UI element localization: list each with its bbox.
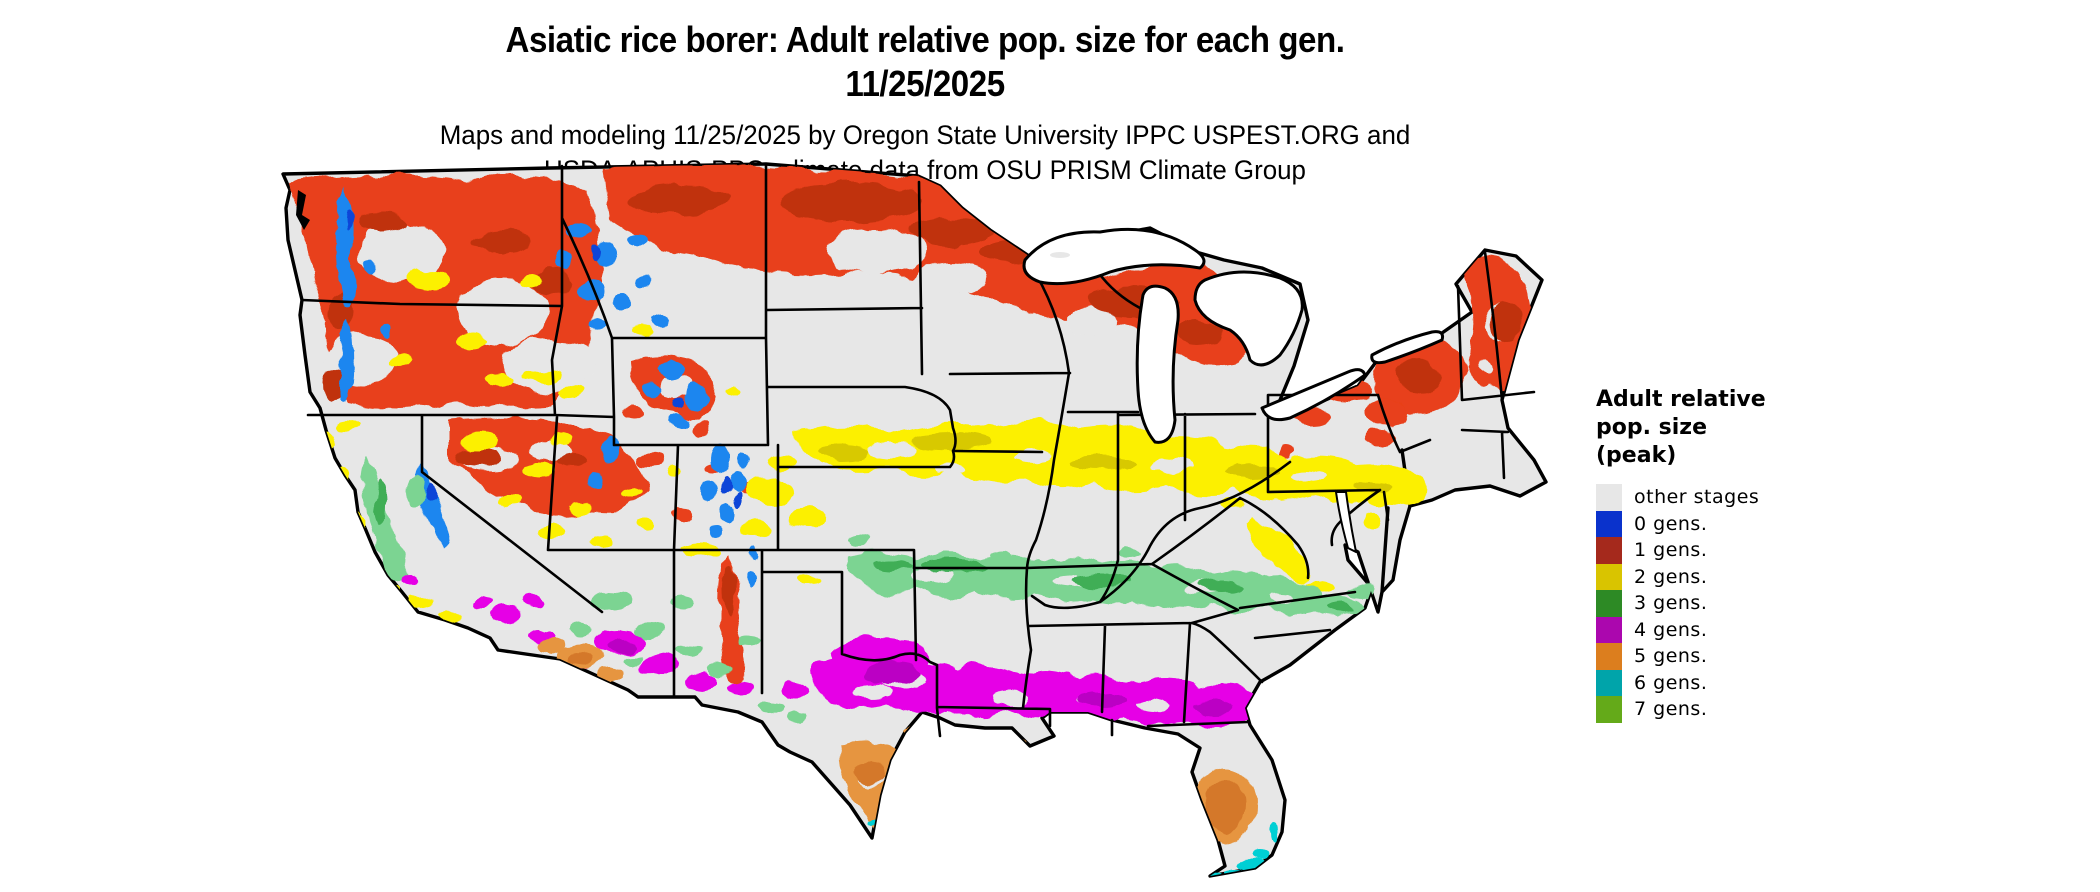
legend-row-1-gens: 1 gens.	[1596, 537, 1836, 564]
map-layer-1-gens-shading	[323, 182, 1522, 615]
generation-raster-layers	[290, 165, 1533, 876]
great-lakes	[1022, 227, 1444, 553]
legend-row-5-gens: 5 gens.	[1596, 643, 1836, 670]
legend-label-5-gens: 5 gens.	[1634, 645, 1708, 668]
legend-swatch-6-gens	[1596, 669, 1622, 696]
legend-row-other-stages: other stages	[1596, 484, 1836, 511]
legend-row-7-gens: 7 gens.	[1596, 696, 1836, 723]
title-date: 11/25/2025	[845, 63, 1005, 104]
legend-swatch-0-gens	[1596, 510, 1622, 537]
map-layer-5-gens-shading	[571, 653, 1244, 834]
legend-swatch-5-gens	[1596, 643, 1622, 670]
legend-label-3-gens: 3 gens.	[1634, 592, 1708, 615]
lake-michigan	[1135, 284, 1180, 444]
legend-swatch-4-gens	[1596, 616, 1622, 643]
state-borders	[300, 162, 1536, 738]
map-holes-yellow	[866, 442, 1324, 484]
isle-royale	[1050, 252, 1070, 258]
page-title: Asiatic rice borer: Adult relative pop. …	[505, 19, 1345, 60]
legend-row-0-gens: 0 gens.	[1596, 510, 1836, 537]
map-legend: Adult relative pop. size (peak) other st…	[1596, 386, 1836, 723]
chesapeake-bay	[1335, 491, 1357, 553]
legend-label-0-gens: 0 gens.	[1634, 512, 1708, 535]
legend-swatch-2-gens	[1596, 563, 1622, 590]
legend-title-line-3: (peak)	[1596, 443, 1677, 468]
lake-superior	[1022, 227, 1206, 286]
map-holes-orange	[858, 766, 1230, 822]
legend-swatch-7-gens	[1596, 696, 1622, 723]
us-map	[281, 162, 1548, 878]
legend-label-2-gens: 2 gens.	[1634, 565, 1708, 588]
lake-ontario	[1370, 330, 1444, 365]
legend-row-2-gens: 2 gens.	[1596, 563, 1836, 590]
map-layer-0-gens-shading	[344, 212, 742, 507]
legend-row-4-gens: 4 gens.	[1596, 616, 1836, 643]
legend-label-6-gens: 6 gens.	[1634, 671, 1708, 694]
map-container	[250, 160, 1550, 890]
legend-title-line-1: Adult relative	[1596, 387, 1766, 412]
legend-swatch-other-stages	[1596, 484, 1622, 511]
subtitle-line-1: Maps and modeling 11/25/2025 by Oregon S…	[439, 120, 1411, 150]
puget-sound	[296, 190, 310, 230]
legend-row-6-gens: 6 gens.	[1596, 669, 1836, 696]
legend-label-7-gens: 7 gens.	[1634, 698, 1708, 721]
legend-label-4-gens: 4 gens.	[1634, 618, 1708, 641]
legend-label-1-gens: 1 gens.	[1634, 539, 1708, 562]
legend-swatch-1-gens	[1596, 537, 1622, 564]
legend-title-line-2: pop. size	[1596, 415, 1707, 440]
legend-swatch-3-gens	[1596, 590, 1622, 617]
legend-row-3-gens: 3 gens.	[1596, 590, 1836, 617]
lake-erie	[1260, 368, 1367, 422]
lake-huron	[1193, 270, 1304, 367]
map-layer-3-gens-shading	[374, 478, 1356, 613]
legend-title: Adult relative pop. size (peak)	[1596, 386, 1836, 470]
legend-label-other-stages: other stages	[1634, 486, 1760, 509]
